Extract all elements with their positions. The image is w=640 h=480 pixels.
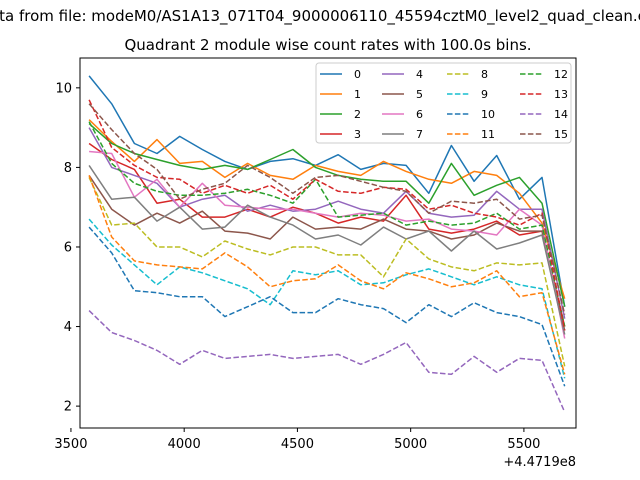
series-layer xyxy=(88,75,566,413)
series-line-3 xyxy=(88,142,566,327)
x-tick-label: 4000 xyxy=(168,437,201,452)
y-axis-ticks: 2 4 6 8 10 xyxy=(55,81,80,415)
x-tick-label: 5500 xyxy=(507,437,540,452)
y-tick-label: 4 xyxy=(64,320,72,335)
legend-label: 2 xyxy=(354,108,361,121)
y-tick-label: 10 xyxy=(55,81,72,96)
y-tick-label: 6 xyxy=(64,240,72,255)
legend-label: 15 xyxy=(554,128,568,141)
legend-label: 14 xyxy=(554,108,568,121)
series-line-4 xyxy=(88,127,566,319)
series-line-5 xyxy=(88,174,566,331)
legend-label: 1 xyxy=(354,88,361,101)
x-tick-label: 4500 xyxy=(281,437,314,452)
axes-frame xyxy=(79,57,577,429)
y-tick-label: 2 xyxy=(64,400,72,415)
series-line-1 xyxy=(88,119,566,299)
x-axis-offset-label: +4.4719e8 xyxy=(503,455,576,470)
legend-label: 8 xyxy=(481,68,488,81)
chart-title: Quadrant 2 module wise count rates with … xyxy=(124,36,531,54)
series-line-11 xyxy=(88,175,566,375)
x-tick-label: 3500 xyxy=(54,437,87,452)
series-line-2 xyxy=(88,123,566,307)
legend-label: 3 xyxy=(354,128,361,141)
legend-label: 9 xyxy=(481,88,488,101)
legend-label: 11 xyxy=(481,128,495,141)
legend-label: 10 xyxy=(481,108,495,121)
series-line-13 xyxy=(88,99,566,331)
series-line-7 xyxy=(88,164,566,335)
series-line-9 xyxy=(88,218,566,379)
series-line-15 xyxy=(88,103,566,315)
legend-label: 5 xyxy=(416,88,423,101)
series-line-12 xyxy=(88,121,566,327)
legend-frame xyxy=(315,62,572,144)
x-tick-label: 5000 xyxy=(394,437,427,452)
legend-label: 6 xyxy=(416,108,423,121)
legend-label: 7 xyxy=(416,128,423,141)
figure-suptitle: Data from file: modeM0/AS1A13_071T04_900… xyxy=(0,7,640,26)
series-line-8 xyxy=(88,177,566,367)
legend-label: 13 xyxy=(554,88,568,101)
legend-label: 4 xyxy=(416,68,423,81)
series-line-14 xyxy=(88,310,566,413)
legend-label: 0 xyxy=(354,68,361,81)
legend-label: 12 xyxy=(554,68,568,81)
series-line-0 xyxy=(88,75,566,307)
series-line-10 xyxy=(88,226,566,387)
x-axis-ticks: 3500 4000 4500 5000 5500 xyxy=(54,428,540,452)
y-tick-label: 8 xyxy=(64,161,72,176)
